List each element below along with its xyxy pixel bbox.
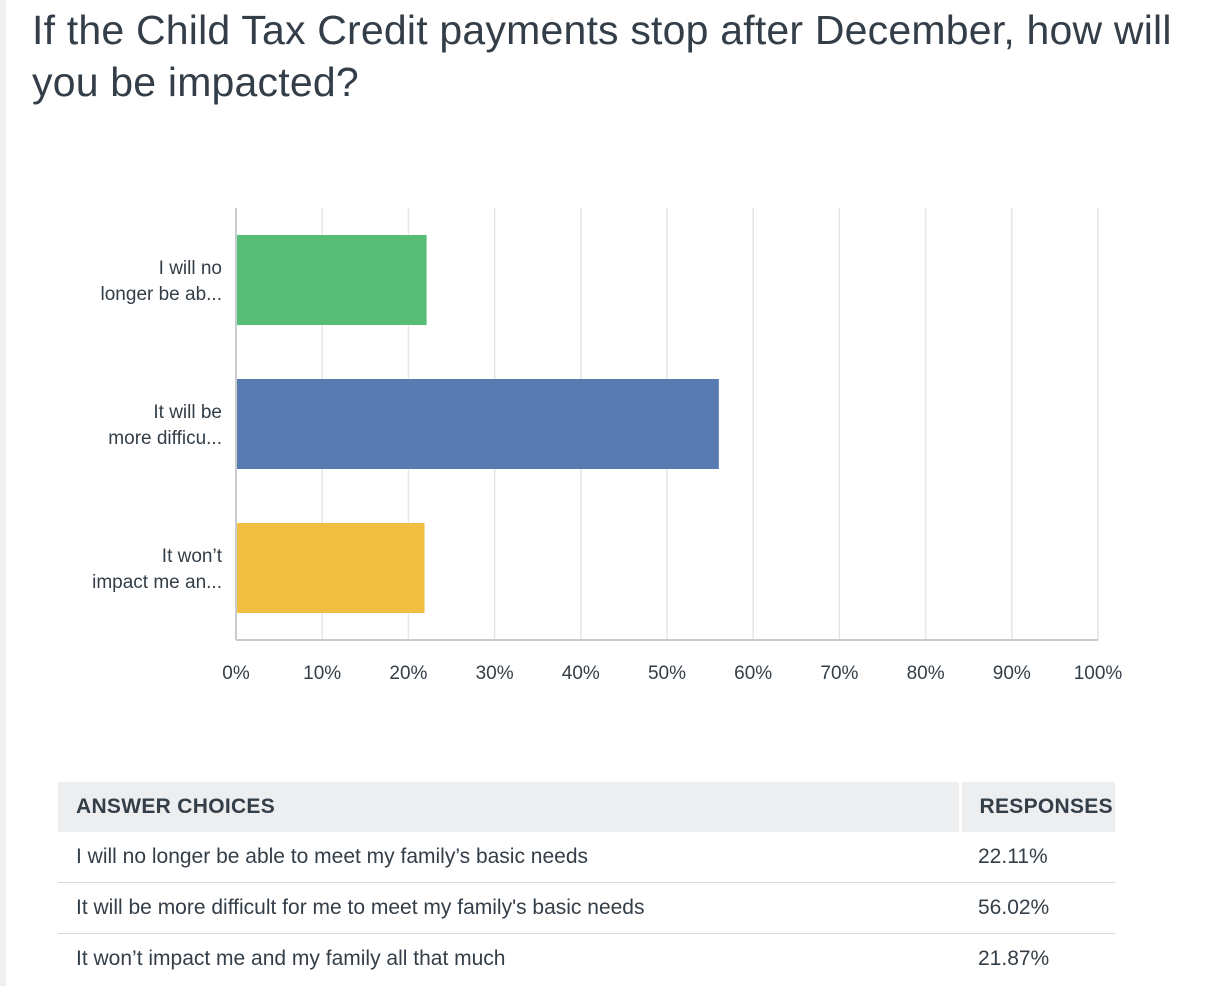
table-header-row: ANSWER CHOICES RESPONSES: [58, 782, 1115, 832]
category-label: It will be more difficu...: [108, 402, 222, 449]
bar[interactable]: [237, 379, 719, 469]
bars: [237, 235, 719, 613]
category-label-line: more difficu...: [108, 428, 222, 449]
answer-choice: It won’t impact me and my family all tha…: [76, 947, 506, 970]
table-row: It will be more difficult for me to meet…: [58, 882, 1115, 934]
response-percent: 22.11%: [960, 832, 1115, 883]
responses-header: RESPONSES: [958, 782, 1115, 832]
bar[interactable]: [237, 235, 427, 325]
category-label-line: It won’t: [162, 546, 223, 567]
bar-chart: I will no longer be ab... It will be more d…: [92, 208, 1122, 684]
category-label-line: I will no: [159, 258, 222, 279]
category-label-line: longer be ab...: [101, 284, 222, 305]
category-label-line: impact me an...: [92, 572, 222, 593]
x-tick-label: 10%: [303, 663, 341, 684]
table-row: It won’t impact me and my family all tha…: [58, 934, 1115, 985]
x-tick-label: 0%: [222, 663, 250, 684]
x-tick-label: 20%: [389, 663, 427, 684]
x-tick-label: 40%: [562, 663, 600, 684]
left-border: [0, 0, 6, 986]
question-title: If the Child Tax Credit payments stop af…: [32, 7, 1172, 105]
category-label-line: It will be: [153, 402, 222, 423]
category-label: I will no longer be ab...: [101, 258, 222, 305]
table-row: I will no longer be able to meet my fami…: [58, 832, 1115, 883]
x-tick-label: 100%: [1074, 663, 1123, 684]
x-tick-label: 60%: [734, 663, 772, 684]
category-labels: I will no longer be ab... It will be more d…: [92, 258, 223, 593]
response-percent: 56.02%: [960, 882, 1115, 934]
x-axis-ticks: 0% 10% 20% 30% 40% 50% 60% 70% 80% 90% 100%: [222, 663, 1122, 684]
x-tick-label: 30%: [476, 663, 514, 684]
answer-choice: I will no longer be able to meet my fami…: [58, 832, 960, 883]
x-tick-label: 90%: [993, 663, 1031, 684]
answers-table: ANSWER CHOICES RESPONSES I will no longe…: [58, 782, 1115, 984]
x-tick-label: 80%: [907, 663, 945, 684]
x-tick-label: 70%: [820, 663, 858, 684]
response-percent: 21.87%: [978, 947, 1050, 970]
answer-choices-header: ANSWER CHOICES: [58, 782, 960, 832]
category-label: It won’t impact me an...: [92, 546, 223, 593]
bar[interactable]: [237, 523, 425, 613]
x-tick-label: 50%: [648, 663, 686, 684]
answer-choice: It will be more difficult for me to meet…: [58, 882, 960, 934]
